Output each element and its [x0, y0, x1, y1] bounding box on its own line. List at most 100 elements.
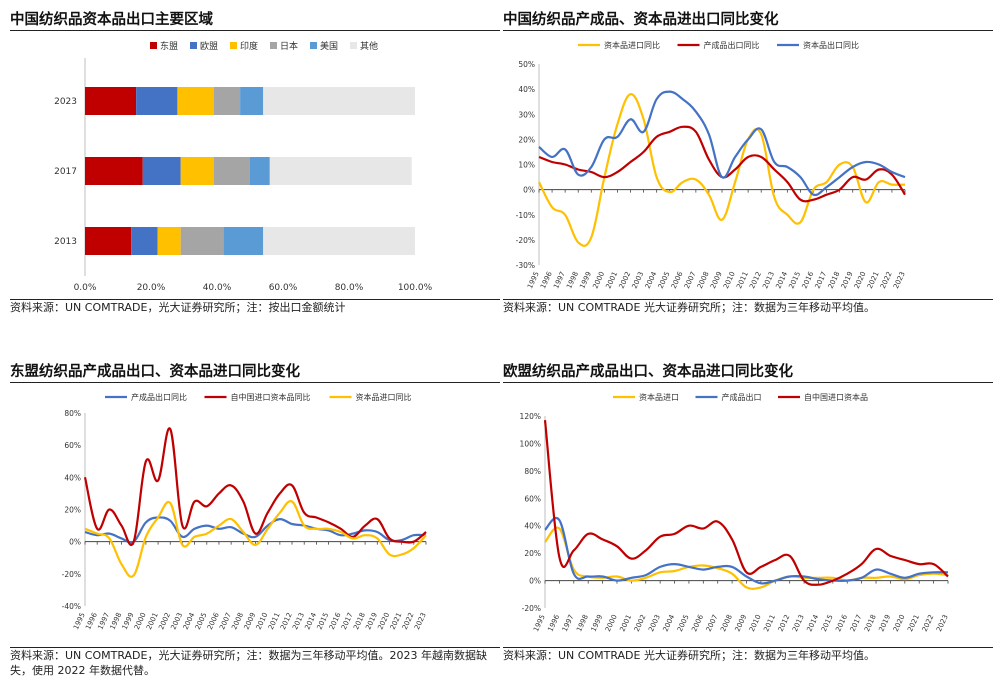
- panel-eu-yoy: 欧盟纺织品产成品出口、资本品进口同比变化 资本品进口 产成品出口 自中国进口资本品 -…: [503, 360, 993, 696]
- bar-2-1: [131, 227, 158, 255]
- x-tick-label-9: 2004: [662, 613, 677, 633]
- y-tick-label-8: 50%: [518, 60, 535, 69]
- x-tick-label-16: 2011: [762, 613, 777, 633]
- x-tick-label-15: 2010: [748, 613, 763, 633]
- y-tick-label-7: 120%: [520, 412, 541, 421]
- x-tick-label-23: 2018: [863, 613, 878, 633]
- bar-0-4: [240, 87, 264, 115]
- bar-1-3: [213, 157, 250, 185]
- legend-label-4: 美国: [320, 40, 338, 52]
- y-tick-label-3: 0%: [523, 186, 535, 195]
- series-line-1: [544, 517, 949, 585]
- y-tick-label-1: 0%: [529, 577, 541, 586]
- x-tick-label-8: 2003: [647, 613, 662, 633]
- y-tick-label-0: -20%: [522, 604, 541, 613]
- y-tick-label-5: 80%: [524, 467, 541, 476]
- bar-0-0: [85, 87, 137, 115]
- legend-label-1: 产成品出口同比: [704, 40, 760, 50]
- series-line-1: [83, 427, 427, 546]
- legend-label-1: 自中国进口资本品同比: [231, 392, 311, 402]
- bar-1-4: [250, 157, 270, 185]
- x-tick-label-7: 2002: [633, 613, 648, 633]
- series-line-0: [538, 93, 906, 247]
- bar-2-4: [223, 227, 264, 255]
- title-rule: [10, 382, 500, 383]
- source-note: 资料来源：UN COMTRADE，光大证券研究所；注：数据为三年移动平均值。20…: [10, 649, 487, 677]
- x-tick-label-11: 2006: [690, 613, 705, 633]
- bar-0-2: [177, 87, 214, 115]
- bar-1-1: [142, 157, 181, 185]
- x-tick-label-3: 1998: [575, 613, 590, 633]
- legend-label-2: 印度: [240, 40, 258, 52]
- y-tick-label-2: 0%: [69, 538, 81, 547]
- series-line-2: [543, 419, 949, 586]
- legend-swatch-2: [230, 42, 237, 49]
- bar-0-5: [263, 87, 415, 115]
- y-tick-label-6: 80%: [64, 409, 81, 418]
- x-tick-label-26: 2021: [906, 613, 921, 633]
- source-rule: [10, 299, 500, 300]
- y-tick-label-0: -40%: [62, 602, 81, 611]
- y-tick-label-7: 40%: [518, 85, 535, 94]
- bar-2-5: [263, 227, 415, 255]
- x-tick-label-24: 2019: [877, 613, 892, 633]
- y-tick-label-4: 40%: [64, 473, 81, 482]
- y-tick-label-5: 60%: [64, 441, 81, 450]
- series-line-2: [84, 500, 427, 578]
- x-tick-label-6: 2001: [618, 613, 633, 633]
- x-tick-label-2: 40.0%: [203, 283, 232, 293]
- x-tick-label-0: 0.0%: [74, 283, 97, 293]
- bar-2-0: [85, 227, 132, 255]
- x-tick-label-5: 2000: [604, 613, 619, 633]
- y-tick-label-2: 20%: [524, 549, 541, 558]
- x-tick-label-1: 1996: [546, 613, 561, 633]
- x-tick-label-4: 1999: [590, 613, 605, 633]
- x-tick-label-1: 20.0%: [137, 283, 166, 293]
- legend-label-0: 产成品出口同比: [131, 392, 187, 402]
- title-rule: [503, 382, 993, 383]
- x-tick-label-28: 2023: [935, 613, 950, 633]
- x-tick-label-4: 80.0%: [335, 283, 364, 293]
- bar-chart-china-export-regions: 东盟 欧盟 印度 日本 美国 其他 2023 2017 2013 0.0% 20.0% 40.0% 60…: [54, 40, 433, 293]
- category-label-2: 2013: [54, 237, 77, 247]
- source-rule: [503, 647, 993, 648]
- x-tick-label-10: 2005: [676, 613, 691, 633]
- legend-label-0: 资本品进口同比: [604, 40, 660, 50]
- bar-0-3: [213, 87, 241, 115]
- bar-1-0: [85, 157, 143, 185]
- category-label-1: 2017: [54, 167, 77, 177]
- chart-title: 欧盟纺织品产成品出口、资本品进口同比变化: [503, 364, 793, 380]
- legend-swatch-0: [150, 42, 157, 49]
- chart-title: 中国纺织品产成品、资本品进出口同比变化: [503, 12, 779, 28]
- line-chart-asean-yoy: 产成品出口同比 自中国进口资本品同比 资本品进口同比 -40% -20% 0% 20% 40%…: [62, 392, 428, 631]
- legend-swatch-3: [270, 42, 277, 49]
- x-tick-label-28: 2023: [413, 611, 428, 631]
- x-tick-label-18: 2013: [791, 613, 806, 633]
- x-tick-label-21: 2016: [834, 613, 849, 633]
- series-line-0: [84, 516, 427, 544]
- legend-swatch-1: [190, 42, 197, 49]
- chart-title: 东盟纺织品产成品出口、资本品进口同比变化: [10, 364, 300, 380]
- legend-label-3: 日本: [280, 40, 298, 52]
- title-rule: [10, 30, 500, 31]
- x-tick-label-12: 2007: [705, 613, 720, 633]
- y-tick-label-6: 30%: [518, 110, 535, 119]
- x-tick-label-2: 1997: [561, 613, 576, 633]
- y-tick-label-3: 40%: [524, 522, 541, 531]
- bar-1-2: [180, 157, 214, 185]
- y-tick-label-1: -20%: [516, 236, 535, 245]
- bar-1-5: [269, 157, 412, 185]
- y-tick-label-4: 60%: [524, 494, 541, 503]
- source-rule: [503, 299, 993, 300]
- line-chart-eu-yoy: 资本品进口 产成品出口 自中国进口资本品 -20% 0% 20% 40% 60% 80% 100%…: [520, 392, 950, 633]
- y-tick-label-4: 10%: [518, 161, 535, 170]
- x-tick-label-28: 2023: [892, 270, 907, 290]
- y-tick-label-3: 20%: [64, 506, 81, 515]
- panel-asean-yoy: 东盟纺织品产成品出口、资本品进口同比变化 产成品出口同比 自中国进口资本品同比 资本…: [10, 360, 500, 696]
- panel-china-yoy: 中国纺织品产成品、资本品进出口同比变化 资本品进口同比 产成品出口同比 资本品出口同…: [503, 8, 993, 318]
- series-line-2: [538, 90, 906, 197]
- legend-label-2: 资本品出口同比: [803, 40, 859, 50]
- y-tick-label-0: -30%: [516, 261, 535, 270]
- x-tick-label-20: 2015: [820, 613, 835, 633]
- legend-label-2: 资本品进口同比: [356, 392, 412, 402]
